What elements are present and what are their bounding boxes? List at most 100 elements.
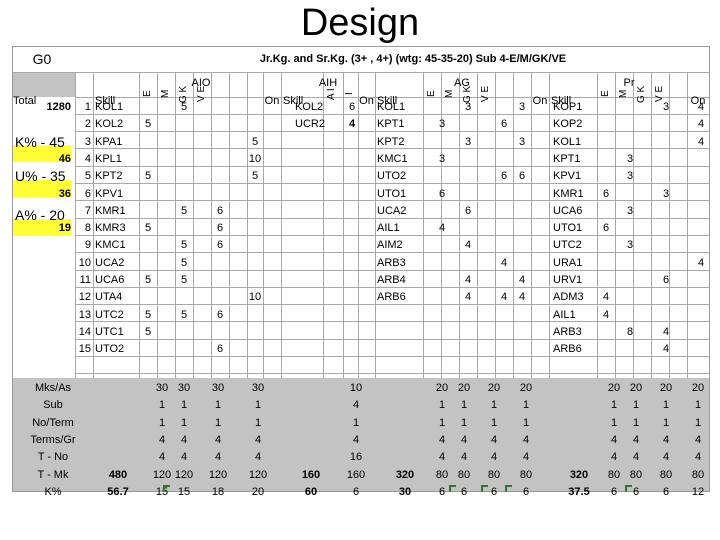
- pr-mks-value: 20: [659, 382, 673, 394]
- ag-e-value: [433, 168, 451, 185]
- ag-m-value: [459, 116, 477, 133]
- aio-ve-value: [247, 272, 263, 289]
- pr-m-value: [621, 99, 639, 116]
- aio-tno-value: 4: [214, 451, 222, 464]
- ag-on-header: On: [532, 95, 548, 107]
- aio-ve-value: [247, 237, 263, 254]
- ag-gk-value: 6: [500, 170, 508, 183]
- ag-e-value: [433, 237, 451, 254]
- aio-sub-value: 1: [214, 399, 222, 412]
- ag-tno-value: 4: [460, 451, 468, 464]
- aio-e-value: [139, 289, 157, 306]
- ag-ve-value: [513, 186, 531, 203]
- pr-m-value: [621, 116, 639, 133]
- aio-ve-value: [247, 324, 263, 341]
- aio-gk-value: 6: [216, 308, 224, 321]
- ag-e-value: [433, 134, 451, 151]
- aio-m-value: [175, 168, 193, 185]
- ag-e-value: [433, 99, 451, 116]
- pr-skill: UCA6: [553, 204, 583, 217]
- row-number: 2: [84, 118, 91, 131]
- aio-m-value: 5: [180, 256, 188, 269]
- grid-hline: [75, 338, 709, 340]
- pr-gk-value: 3: [662, 187, 670, 200]
- pr-tmk-value: 80: [629, 468, 643, 481]
- aio-col-m: M: [160, 89, 171, 99]
- aio-tno-value: 4: [158, 451, 166, 464]
- row-number: 13: [78, 308, 91, 321]
- k-percent-value: 46: [58, 152, 71, 165]
- grid-vline: [263, 72, 264, 378]
- ag-noterm-value: 1: [460, 416, 468, 429]
- pr-skill-header: Skill: [551, 95, 572, 107]
- grid-vline: [651, 72, 652, 378]
- aio-m-value: [175, 134, 193, 151]
- pr-e-value: 6: [602, 222, 610, 235]
- aio-noterm-value: 1: [254, 416, 262, 429]
- ag-tmk-value: 80: [457, 468, 471, 481]
- group-header-pr: Pr: [623, 77, 635, 89]
- grid-hline: [75, 304, 709, 306]
- pr-tmk-value: 80: [607, 468, 621, 481]
- pr-sub-value: 1: [662, 399, 670, 412]
- aio-kp-value: 20: [251, 485, 265, 498]
- ag-mks-value: 20: [457, 382, 471, 394]
- ag-sub-value: 1: [460, 399, 468, 412]
- aio-tmk-total: 480: [108, 468, 128, 481]
- aio-ve-value: [247, 203, 263, 220]
- row-number: 11: [79, 274, 91, 286]
- ag-ve-value: 6: [518, 170, 526, 183]
- aio-kp-value: 15: [177, 485, 191, 498]
- aio-sub-value: 1: [254, 399, 262, 412]
- g0-label: G0: [32, 51, 52, 67]
- pr-e-value: [597, 151, 615, 168]
- ag-m-value: [459, 255, 477, 272]
- pr-e-value: [597, 341, 615, 358]
- aio-m-value: [175, 151, 193, 168]
- ag-tmk-value: 80: [519, 468, 533, 481]
- aio-gk-value: 6: [216, 239, 224, 252]
- ag-gk-value: 6: [500, 118, 508, 131]
- aio-gk-value: [211, 134, 229, 151]
- ag-skill: KPT2: [377, 135, 405, 148]
- grid-vline: [459, 72, 460, 378]
- aio-kp-value: 18: [211, 485, 225, 498]
- ag-kp-value: 6: [438, 485, 446, 498]
- aio-noterm-value: 1: [158, 416, 166, 429]
- grid-vline: [229, 72, 230, 378]
- pr-skill: KOL1: [553, 135, 582, 148]
- row-number: 4: [84, 152, 91, 165]
- total-value: 1280: [46, 101, 71, 113]
- ag-m-value: 3: [464, 101, 472, 113]
- aio-m-value: 5: [180, 274, 188, 286]
- ag-skill: ARB3: [377, 256, 406, 269]
- pr-ve-value: 4: [697, 118, 705, 131]
- grid-vline: [375, 72, 376, 378]
- grid-vline: [211, 72, 212, 378]
- aio-skill: KMC1: [95, 239, 126, 252]
- aio-e-value: [139, 255, 157, 272]
- bottom-label: Mks/As: [34, 382, 72, 394]
- grid-vline: [441, 72, 442, 378]
- ag-tno-value: 4: [522, 451, 530, 464]
- grid-hline: [75, 113, 709, 115]
- aio-ve-value: [247, 116, 263, 133]
- comment-marker: [625, 484, 632, 492]
- aio-gk-value: [211, 186, 229, 203]
- pr-ve-value: [693, 186, 709, 203]
- pr-noterm-value: 1: [694, 416, 702, 429]
- ag-ve-value: [513, 151, 531, 168]
- pr-m-value: [621, 134, 639, 151]
- grid-hline: [75, 217, 709, 219]
- aio-ve-value: 5: [251, 135, 259, 148]
- pr-ve-value: [693, 341, 709, 358]
- pr-e-value: [597, 255, 615, 272]
- grid-vline: [75, 72, 76, 378]
- pr-m-value: [621, 272, 639, 289]
- aio-ve-value: 10: [248, 291, 262, 304]
- pr-ve-value: [693, 272, 709, 289]
- pr-kp-value: 6: [632, 485, 640, 498]
- aio-skill-header: Skill: [95, 95, 116, 107]
- aio-e-value: [139, 237, 157, 254]
- grid-vline: [549, 72, 550, 378]
